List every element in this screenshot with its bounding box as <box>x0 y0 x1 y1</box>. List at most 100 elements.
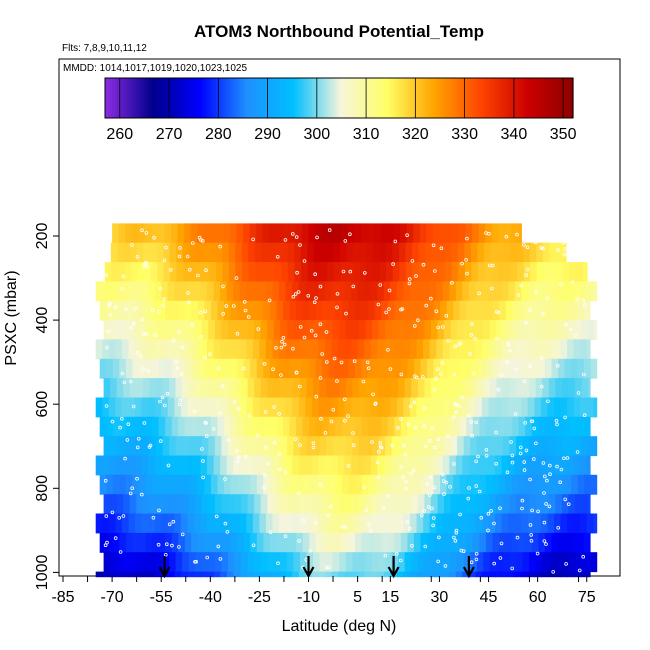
sample-point <box>331 407 336 412</box>
heatmap-cell <box>568 378 576 398</box>
colorbar-segment <box>208 78 212 118</box>
heatmap-cell <box>466 416 474 437</box>
heatmap-cell <box>136 552 144 573</box>
colorbar-segment <box>511 78 515 118</box>
x-axis: -85 -70 -55 -40 -25 -10 5 15 30 45 60 75 <box>51 576 596 606</box>
heatmap-cell <box>466 300 474 321</box>
sample-point <box>399 372 404 377</box>
heatmap-cell <box>309 532 317 553</box>
heatmap-cell <box>476 436 484 457</box>
heatmap-cell <box>193 281 201 302</box>
colorbar-segment <box>215 78 219 118</box>
colorbar-segment <box>407 78 412 118</box>
heatmap-cell <box>508 281 516 302</box>
heatmap-cell <box>286 494 294 515</box>
colorbar-segment <box>186 78 190 118</box>
heatmap-cell <box>440 416 448 437</box>
sample-point <box>141 367 145 371</box>
heatmap-cell <box>332 320 340 340</box>
colorbar-segment <box>311 78 315 118</box>
heatmap-cell <box>102 513 110 534</box>
heatmap-cell <box>437 494 445 515</box>
sample-point <box>559 282 563 287</box>
heatmap-cell <box>164 223 172 244</box>
sample-point <box>536 509 540 514</box>
heatmap-cell <box>495 339 503 360</box>
colorbar-segment <box>380 78 384 118</box>
sample-point <box>277 411 282 416</box>
colorbar-segment <box>235 78 239 118</box>
sample-point <box>531 457 536 461</box>
heatmap-cell <box>217 358 225 379</box>
heatmap-cell <box>404 320 412 340</box>
colorbar-segment <box>442 78 446 118</box>
heatmap-cell <box>108 397 116 418</box>
heatmap-cell <box>180 339 188 360</box>
heatmap-cell <box>542 494 550 515</box>
heatmap-cell <box>542 436 550 457</box>
sample-point <box>125 438 130 442</box>
heatmap-cell <box>523 242 531 263</box>
heatmap-cell <box>446 532 454 553</box>
heatmap-cell <box>220 571 228 578</box>
colorbar-segment <box>339 78 343 118</box>
heatmap-cell <box>400 416 408 437</box>
colorbar-segment <box>304 78 308 118</box>
colorbar-segment <box>127 78 131 118</box>
heatmap-cell <box>475 513 483 534</box>
heatmap-cell <box>318 455 326 476</box>
heatmap-cell <box>243 532 251 553</box>
heatmap-cell <box>429 281 437 302</box>
heatmap-cell <box>279 513 287 534</box>
heatmap-cell <box>311 281 319 302</box>
heatmap-cell <box>129 552 137 573</box>
heatmap-cell <box>300 378 308 398</box>
heatmap-cell <box>413 223 421 244</box>
sample-point <box>474 557 479 562</box>
heatmap-cell <box>502 320 510 340</box>
heatmap-cell <box>433 358 441 379</box>
colorbar-tick-label: 270 <box>156 126 183 143</box>
heatmap-cell <box>261 262 269 282</box>
heatmap-cell <box>557 358 565 379</box>
heatmap-cell <box>383 571 391 578</box>
heatmap-cell <box>178 358 186 379</box>
heatmap-cell <box>357 397 365 418</box>
heatmap-cell <box>577 532 585 553</box>
sample-point <box>110 419 115 424</box>
colorbar-segment <box>395 78 399 118</box>
heatmap-cell <box>544 300 552 321</box>
heatmap-cell <box>420 474 428 495</box>
heatmap-cell <box>184 358 192 379</box>
sample-point <box>139 354 143 359</box>
heatmap-cell <box>326 320 334 340</box>
heatmap-cell <box>226 513 234 534</box>
heatmap-cell <box>267 436 275 457</box>
heatmap-cell <box>283 532 291 553</box>
sample-point <box>494 430 499 435</box>
sample-point <box>528 308 532 313</box>
heatmap-cell <box>475 339 483 360</box>
heatmap-cell <box>214 436 222 457</box>
sample-point <box>515 232 519 237</box>
heatmap-cell <box>338 339 346 360</box>
sample-point <box>351 443 356 448</box>
heatmap-cell <box>489 494 497 515</box>
heatmap-cell <box>217 474 225 495</box>
colorbar-segment <box>166 78 170 118</box>
heatmap-cell <box>116 320 124 340</box>
heatmap-cell <box>394 532 402 553</box>
heatmap-cell <box>576 262 584 282</box>
heatmap-cell <box>407 532 415 553</box>
colorbar-segment <box>282 78 286 118</box>
heatmap-cell <box>516 552 524 573</box>
heatmap-cell <box>273 494 281 515</box>
heatmap-cell <box>141 339 149 360</box>
heatmap-cell <box>207 397 215 418</box>
heatmap-cell <box>449 513 457 534</box>
sample-point <box>528 477 532 482</box>
heatmap-cell <box>561 320 569 340</box>
sample-point <box>443 564 448 568</box>
heatmap-cell <box>387 300 395 321</box>
sample-point <box>399 416 403 421</box>
